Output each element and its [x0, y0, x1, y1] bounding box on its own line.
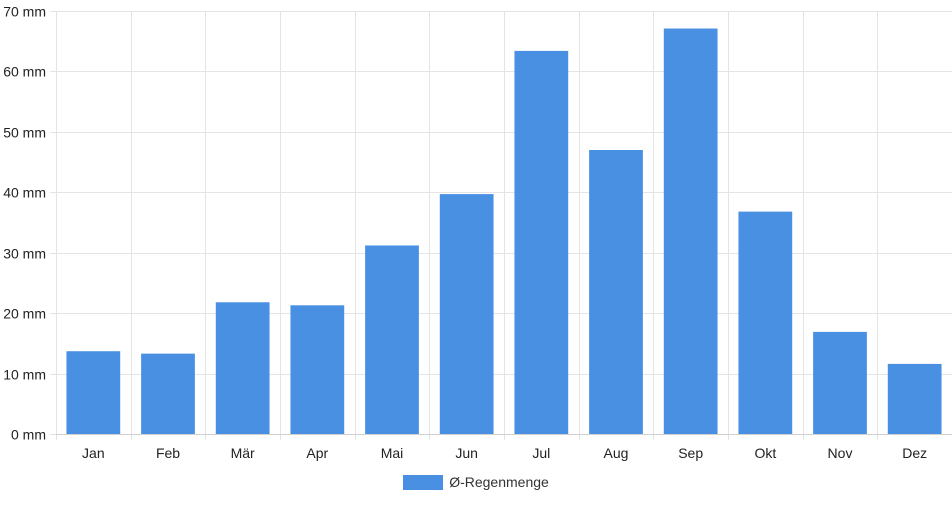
legend[interactable]: Ø-Regenmenge	[0, 470, 952, 494]
bar[interactable]	[738, 211, 793, 434]
bar[interactable]	[66, 351, 121, 434]
bar[interactable]	[514, 50, 569, 434]
bar[interactable]	[365, 245, 419, 434]
y-tick-label: 10 mm	[3, 367, 46, 383]
legend-label: Ø-Regenmenge	[449, 474, 549, 490]
y-tick-label: 40 mm	[3, 185, 46, 201]
bar[interactable]	[663, 28, 718, 434]
x-tick-label: Mai	[381, 445, 404, 461]
bars-layer	[66, 28, 942, 434]
x-tick-label: Jul	[532, 445, 550, 461]
x-tick-label: Okt	[754, 445, 776, 461]
x-tick-label: Sep	[678, 445, 703, 461]
bar[interactable]	[141, 353, 195, 434]
y-tick-label: 60 mm	[3, 64, 46, 80]
y-tick-label: 70 mm	[3, 4, 46, 20]
x-tick-label: Jan	[82, 445, 105, 461]
bar[interactable]	[290, 305, 345, 434]
x-tick-label: Jun	[455, 445, 478, 461]
y-tick-label: 30 mm	[3, 246, 46, 262]
bar[interactable]	[589, 149, 643, 434]
bar[interactable]	[439, 194, 494, 434]
x-tick-label: Apr	[306, 445, 328, 461]
y-tick-label: 50 mm	[3, 125, 46, 141]
x-tick-label: Feb	[156, 445, 180, 461]
x-tick-label: Dez	[902, 445, 927, 461]
x-tick-label: Nov	[828, 445, 853, 461]
y-tick-label: 0 mm	[11, 427, 46, 443]
bar[interactable]	[887, 363, 942, 434]
grid-layer	[50, 11, 952, 440]
bar[interactable]	[215, 302, 270, 434]
axis-layer: 0 mm 10 mm 20 mm 30 mm 40 mm 50 mm 60 mm 70 mm J…	[3, 4, 952, 461]
bar[interactable]	[813, 331, 867, 434]
x-tick-label: Mär	[231, 445, 255, 461]
x-tick-label: Aug	[604, 445, 629, 461]
y-tick-label: 20 mm	[3, 306, 46, 322]
legend-swatch	[403, 474, 444, 490]
